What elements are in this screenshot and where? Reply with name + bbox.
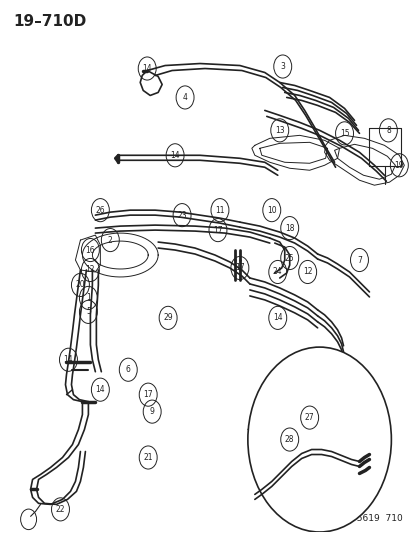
Text: 26: 26 (95, 206, 105, 215)
Text: 14: 14 (272, 313, 282, 322)
Text: 28: 28 (284, 435, 294, 444)
Text: 14: 14 (95, 385, 105, 394)
Text: 18: 18 (284, 224, 294, 232)
Text: 2: 2 (108, 236, 112, 245)
Text: 8: 8 (385, 126, 390, 135)
Text: 22: 22 (56, 505, 65, 514)
Text: 14: 14 (142, 64, 152, 73)
Text: 27: 27 (304, 413, 314, 422)
Text: 1: 1 (86, 294, 90, 302)
Circle shape (247, 347, 390, 532)
Text: 14: 14 (170, 151, 180, 160)
Text: 17: 17 (235, 263, 244, 272)
Text: 29: 29 (163, 313, 173, 322)
Text: 17: 17 (143, 390, 153, 399)
Text: 14: 14 (64, 356, 73, 364)
Text: 21: 21 (143, 453, 152, 462)
Text: 15: 15 (339, 129, 349, 138)
Text: 17: 17 (213, 225, 222, 235)
Text: 3: 3 (280, 62, 285, 71)
Text: 95619  710: 95619 710 (350, 514, 402, 523)
Text: 6: 6 (126, 365, 131, 374)
Text: 25: 25 (284, 254, 294, 263)
Text: 12: 12 (85, 265, 95, 274)
Text: 10: 10 (266, 206, 276, 215)
Text: 24: 24 (272, 268, 282, 277)
Text: 20: 20 (76, 280, 85, 289)
Text: 12: 12 (302, 268, 312, 277)
Text: 11: 11 (215, 206, 224, 215)
Text: 19–710D: 19–710D (13, 14, 86, 29)
Text: 13: 13 (274, 126, 284, 135)
Text: 16: 16 (85, 246, 95, 255)
Text: 9: 9 (150, 407, 154, 416)
Text: 19: 19 (394, 161, 403, 170)
Text: 5: 5 (86, 308, 90, 317)
Text: 23: 23 (177, 211, 186, 220)
Text: 7: 7 (356, 255, 361, 264)
Text: 4: 4 (182, 93, 187, 102)
